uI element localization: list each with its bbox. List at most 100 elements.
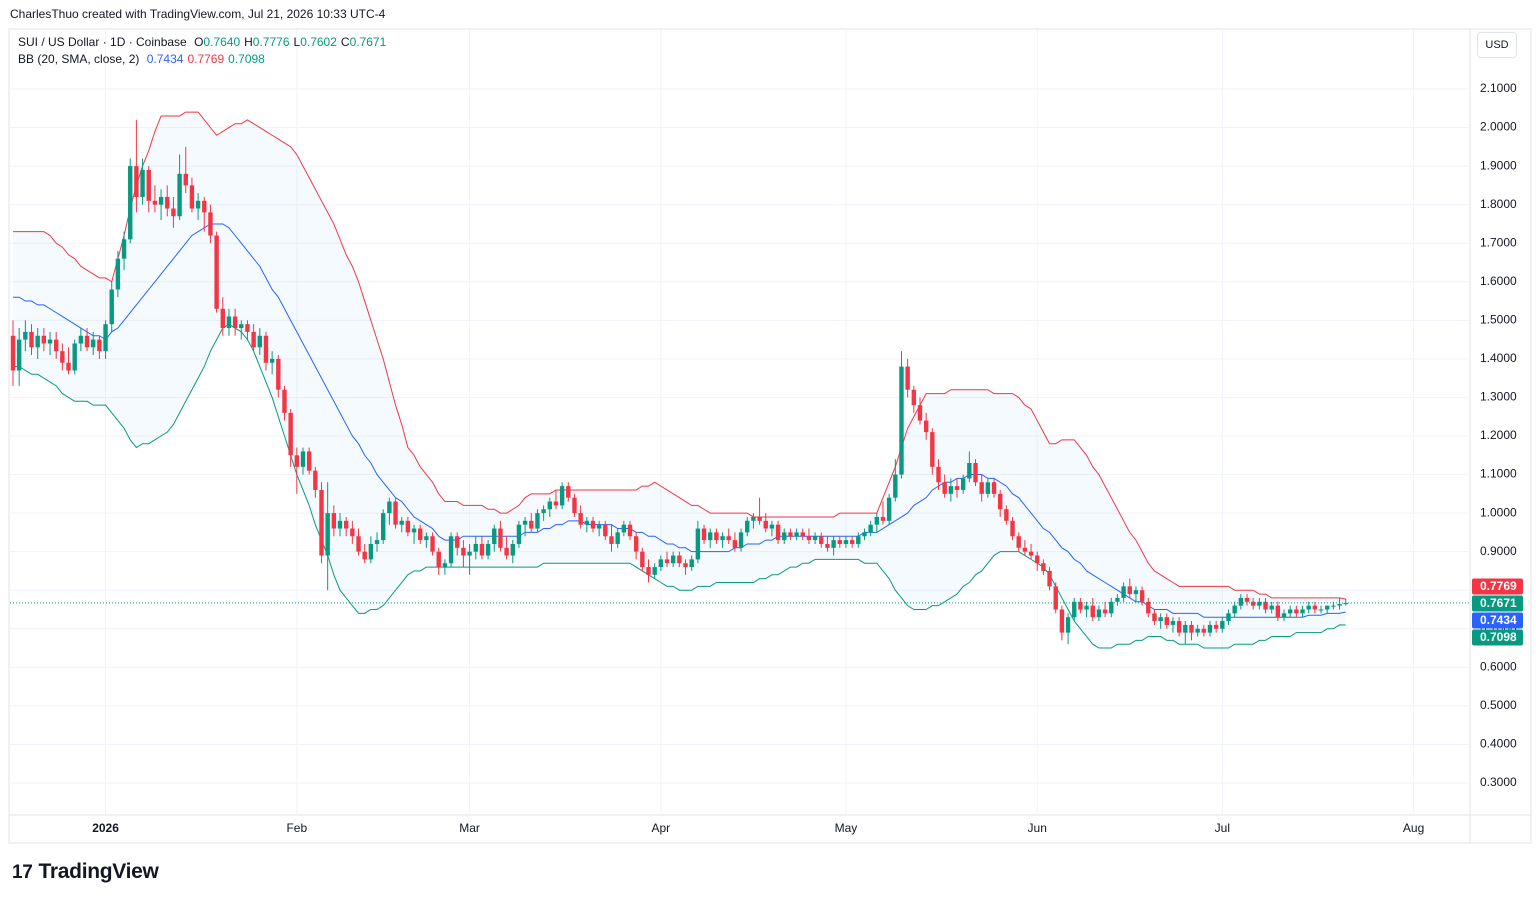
y-tick-label: 1.0000 bbox=[1480, 505, 1517, 519]
candle-body bbox=[1300, 609, 1305, 614]
candle-body bbox=[596, 524, 602, 529]
candle-body bbox=[374, 540, 380, 544]
price-tags: 0.7769 0.7671 0.7434 0.7098 bbox=[1472, 578, 1523, 646]
candle-body bbox=[109, 289, 114, 325]
candle-body bbox=[171, 208, 176, 217]
candle-body bbox=[442, 563, 448, 568]
band-fill bbox=[13, 112, 1346, 649]
candle-body bbox=[232, 316, 238, 329]
candle-body bbox=[1115, 597, 1120, 602]
candle-body bbox=[128, 166, 133, 240]
indicator-legend: BB (20, SMA, close, 2) 0.7434 0.7769 0.709… bbox=[18, 52, 273, 66]
candle-body bbox=[467, 551, 472, 556]
x-tick-label: Mar bbox=[459, 821, 480, 835]
price-tag bbox=[1472, 629, 1523, 646]
candle-body bbox=[806, 536, 812, 541]
candle-body bbox=[288, 412, 293, 456]
candle-body bbox=[1337, 604, 1342, 606]
candle-body bbox=[991, 482, 997, 494]
candle-body bbox=[1053, 586, 1058, 610]
ohlc-label: L bbox=[293, 35, 301, 49]
candle-body bbox=[177, 173, 182, 217]
candle-body bbox=[584, 520, 590, 525]
candle-body bbox=[72, 343, 77, 371]
y-tick-label: 1.9000 bbox=[1480, 158, 1517, 172]
price-tag-label: 0.7434 bbox=[1480, 613, 1517, 627]
candle-body bbox=[226, 316, 232, 329]
candle-body bbox=[664, 559, 670, 564]
x-tick-label: 2026 bbox=[92, 821, 119, 835]
indicator-value: 0.7769 bbox=[187, 52, 225, 66]
candle-body bbox=[158, 196, 164, 205]
candle-body bbox=[1250, 601, 1256, 606]
y-tick-label: 1.8000 bbox=[1480, 197, 1517, 211]
band-line bbox=[13, 111, 1346, 600]
candle-body bbox=[362, 551, 367, 560]
candle-body bbox=[553, 501, 559, 506]
candle-body bbox=[880, 516, 886, 521]
candle-body bbox=[1004, 509, 1009, 521]
candle-body bbox=[831, 540, 836, 548]
price-tag bbox=[1472, 612, 1523, 629]
candle-body bbox=[1096, 609, 1102, 618]
candle-body bbox=[1028, 551, 1034, 556]
candle-body bbox=[1127, 586, 1132, 595]
candle-body bbox=[183, 173, 188, 186]
candle-body bbox=[1152, 613, 1157, 622]
candle-body bbox=[479, 543, 485, 556]
candle-body bbox=[819, 536, 824, 544]
candle-body bbox=[1281, 613, 1287, 618]
candle-body bbox=[504, 547, 509, 556]
y-tick-label: 1.3000 bbox=[1480, 390, 1517, 404]
candle-body bbox=[300, 451, 306, 467]
candle-body bbox=[115, 258, 121, 290]
candle-body bbox=[1084, 605, 1089, 610]
candle-body bbox=[843, 540, 849, 544]
candle-body bbox=[165, 196, 170, 209]
candle-body bbox=[16, 339, 22, 371]
candle-body bbox=[1016, 536, 1021, 548]
candle-body bbox=[751, 516, 756, 521]
candle-body bbox=[208, 212, 213, 236]
candle-body bbox=[640, 551, 645, 568]
candle-body bbox=[140, 169, 145, 197]
ohlc-values: O0.7640 H0.7776 L0.7602 C0.7671 bbox=[194, 35, 390, 49]
candle-body bbox=[714, 532, 719, 541]
candle-body bbox=[590, 520, 596, 529]
y-tick-label: 1.2000 bbox=[1480, 428, 1517, 442]
candle-body bbox=[683, 563, 688, 568]
y-tick-label: 2.0000 bbox=[1480, 120, 1517, 134]
currency-button[interactable]: USD bbox=[1477, 32, 1517, 58]
ohlc-value: 0.7776 bbox=[252, 35, 290, 49]
candle-body bbox=[1201, 628, 1207, 633]
candle-body bbox=[1263, 601, 1268, 610]
candle-body bbox=[418, 528, 423, 541]
candle-body bbox=[1325, 605, 1330, 610]
y-tick-label: 0.9000 bbox=[1480, 544, 1517, 558]
ohlc-label: O bbox=[194, 35, 204, 49]
candle-body bbox=[621, 524, 627, 533]
candle-body bbox=[239, 324, 244, 329]
candle-body bbox=[899, 366, 904, 475]
candle-body bbox=[411, 528, 417, 533]
candle-body bbox=[66, 362, 71, 371]
x-tick-label: May bbox=[835, 821, 858, 835]
candle-body bbox=[152, 200, 158, 205]
bollinger-bands bbox=[13, 111, 1346, 649]
candle-body bbox=[782, 532, 787, 541]
candle-body bbox=[677, 555, 682, 564]
candle-body bbox=[1065, 617, 1071, 633]
brand-name: TradingView bbox=[38, 860, 159, 883]
candle-body bbox=[1022, 547, 1028, 552]
candle-body bbox=[1343, 602, 1348, 605]
candle-body bbox=[911, 389, 917, 406]
candle-body bbox=[529, 520, 534, 529]
candle-body bbox=[615, 532, 620, 544]
candle-body bbox=[498, 528, 503, 548]
candle-body bbox=[257, 335, 262, 348]
price-tag-label: 0.7671 bbox=[1480, 596, 1517, 610]
candle-body bbox=[578, 513, 583, 525]
y-tick-label: 1.7000 bbox=[1480, 235, 1517, 249]
candle-body bbox=[91, 339, 96, 348]
